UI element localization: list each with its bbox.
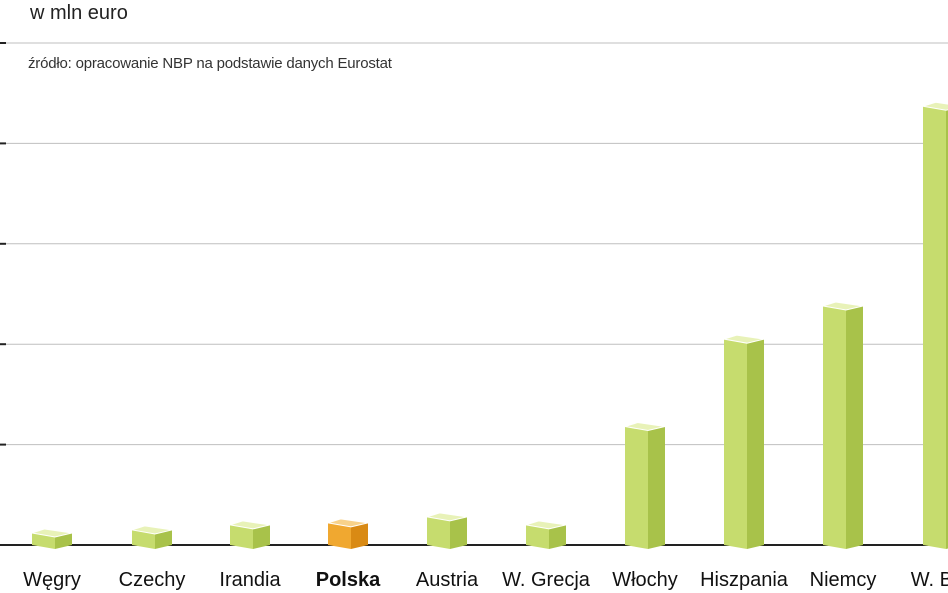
bar-top-face xyxy=(327,518,369,528)
bar-9 xyxy=(922,101,948,549)
category-label: Austria xyxy=(416,569,479,591)
bar-top-face xyxy=(624,422,666,432)
category-label: Węgry xyxy=(23,569,81,591)
bar-front-face xyxy=(328,522,351,549)
bar-side-face xyxy=(155,529,172,549)
bar-5 xyxy=(525,520,567,549)
bar-top-face xyxy=(525,520,567,530)
bar-4 xyxy=(426,512,468,549)
bar-side-face xyxy=(55,532,72,549)
bar-top-face xyxy=(822,301,864,311)
category-label: W. Grecja xyxy=(502,569,591,591)
bar-front-face xyxy=(923,106,946,549)
bar-2 xyxy=(229,520,271,549)
bar-side-face xyxy=(351,522,368,549)
bar-top-face xyxy=(31,528,73,538)
category-label: Niemcy xyxy=(810,569,877,591)
bar-front-face xyxy=(823,306,846,549)
bar-side-face xyxy=(747,339,764,549)
gridlines xyxy=(0,42,948,546)
bar-7 xyxy=(723,334,765,549)
bar-side-face xyxy=(846,306,863,549)
bar-1 xyxy=(131,525,173,549)
bar-top-face xyxy=(426,512,468,522)
category-label: Czechy xyxy=(119,569,186,591)
bar-front-face xyxy=(230,524,253,549)
bar-front-face xyxy=(526,524,549,549)
bar-0 xyxy=(31,528,73,549)
category-label: Hiszpania xyxy=(700,569,789,591)
bar-top-face xyxy=(229,520,271,530)
bar-front-face xyxy=(427,516,450,549)
bar-front-face xyxy=(32,532,55,549)
bar-top-face xyxy=(131,525,173,535)
category-label: Włochy xyxy=(612,569,678,591)
bar-3 xyxy=(327,518,369,549)
bar-side-face xyxy=(253,524,270,549)
category-label: Polska xyxy=(316,569,381,591)
bar-top-face xyxy=(723,334,765,344)
bar-side-face xyxy=(549,524,566,549)
bar-8 xyxy=(822,301,864,549)
category-labels: Węgry Czechy Irandia Polska Austria W. Grecja… xyxy=(23,569,948,591)
bar-side-face xyxy=(648,426,665,549)
category-label: Irandia xyxy=(219,569,281,591)
bars xyxy=(31,101,948,549)
bar-front-face xyxy=(132,529,155,549)
bar-top-face xyxy=(922,101,948,111)
category-label: W. Bryt xyxy=(911,569,948,591)
bar-side-face xyxy=(450,516,467,549)
bar-front-face xyxy=(625,426,648,549)
unit-label: w mln euro xyxy=(30,2,128,24)
bar-front-face xyxy=(724,339,747,549)
source-note: źródło: opracowanie NBP na podstawie dan… xyxy=(28,55,392,72)
bar-6 xyxy=(624,422,666,549)
